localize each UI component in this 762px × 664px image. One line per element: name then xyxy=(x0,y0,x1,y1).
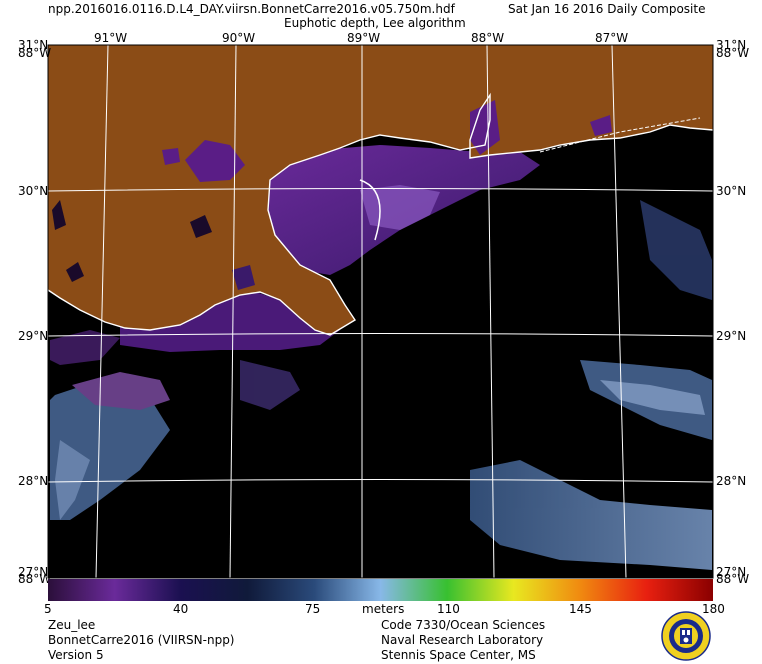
graticule xyxy=(47,44,714,579)
lat-label-29n-right: 29°N xyxy=(716,329,747,343)
lat-label-30n-left: 30°N xyxy=(18,184,49,198)
footer-dataset: BonnetCarre2016 (VIIRSN-npp) xyxy=(48,633,235,647)
coastline xyxy=(47,92,714,336)
corner-bottom-left-lon: 88°W xyxy=(18,572,52,586)
land-mass xyxy=(48,45,713,335)
lon-label-91w: 91°W xyxy=(94,31,128,45)
lon-label-88w: 88°W xyxy=(471,31,505,45)
corner-bottom-right-lon: 88°W xyxy=(716,572,750,586)
corner-top-right-lon: 88°W xyxy=(716,46,750,60)
barrier-island-arc xyxy=(359,179,381,241)
colorbar-gradient xyxy=(48,579,713,601)
corner-bottom-left-lat: 27°N xyxy=(18,565,49,579)
footer-version: Version 5 xyxy=(48,648,104,662)
nrl-seal-icon xyxy=(661,611,711,661)
corner-bottom-right-lat: 27°N xyxy=(716,565,747,579)
corner-top-left-lat: 31°N xyxy=(18,38,49,52)
footer-code: Code 7330/Ocean Sciences xyxy=(381,618,546,632)
colorbar-tick-145: 145 xyxy=(569,602,592,616)
footer-lab: Naval Research Laboratory xyxy=(381,633,544,647)
colorbar-unit: meters xyxy=(362,602,405,616)
lon-label-90w: 90°W xyxy=(222,31,256,45)
composite-date-title: Sat Jan 16 2016 Daily Composite xyxy=(508,2,706,16)
colorbar-tick-5: 5 xyxy=(44,602,52,616)
colorbar-tick-180: 180 xyxy=(702,602,725,616)
colorbar-tick-110: 110 xyxy=(437,602,460,616)
lat-label-30n-right: 30°N xyxy=(716,184,747,198)
map-frame xyxy=(47,44,714,579)
lon-label-87w: 87°W xyxy=(595,31,629,45)
corner-top-right-lat: 31°N xyxy=(716,38,747,52)
colorbar xyxy=(48,579,713,601)
lat-label-29n-left: 29°N xyxy=(18,329,49,343)
corner-top-left-lon: 88°W xyxy=(18,46,52,60)
colorbar-tick-75: 75 xyxy=(305,602,321,616)
footer-product-code: Zeu_lee xyxy=(48,618,96,632)
product-title: Euphotic depth, Lee algorithm xyxy=(284,16,466,30)
lat-label-28n-right: 28°N xyxy=(716,474,747,488)
lon-label-89w: 89°W xyxy=(347,31,381,45)
file-name-title: npp.2016016.0116.D.L4_DAY.viirsn.BonnetC… xyxy=(48,2,455,16)
barrier-islands xyxy=(539,117,701,153)
offshore-data-patches xyxy=(50,200,712,570)
inland-water xyxy=(52,100,612,290)
footer-location: Stennis Space Center, MS xyxy=(381,648,536,662)
colorbar-tick-40: 40 xyxy=(173,602,189,616)
nearshore-data xyxy=(50,145,540,365)
lat-label-28n-left: 28°N xyxy=(18,474,49,488)
